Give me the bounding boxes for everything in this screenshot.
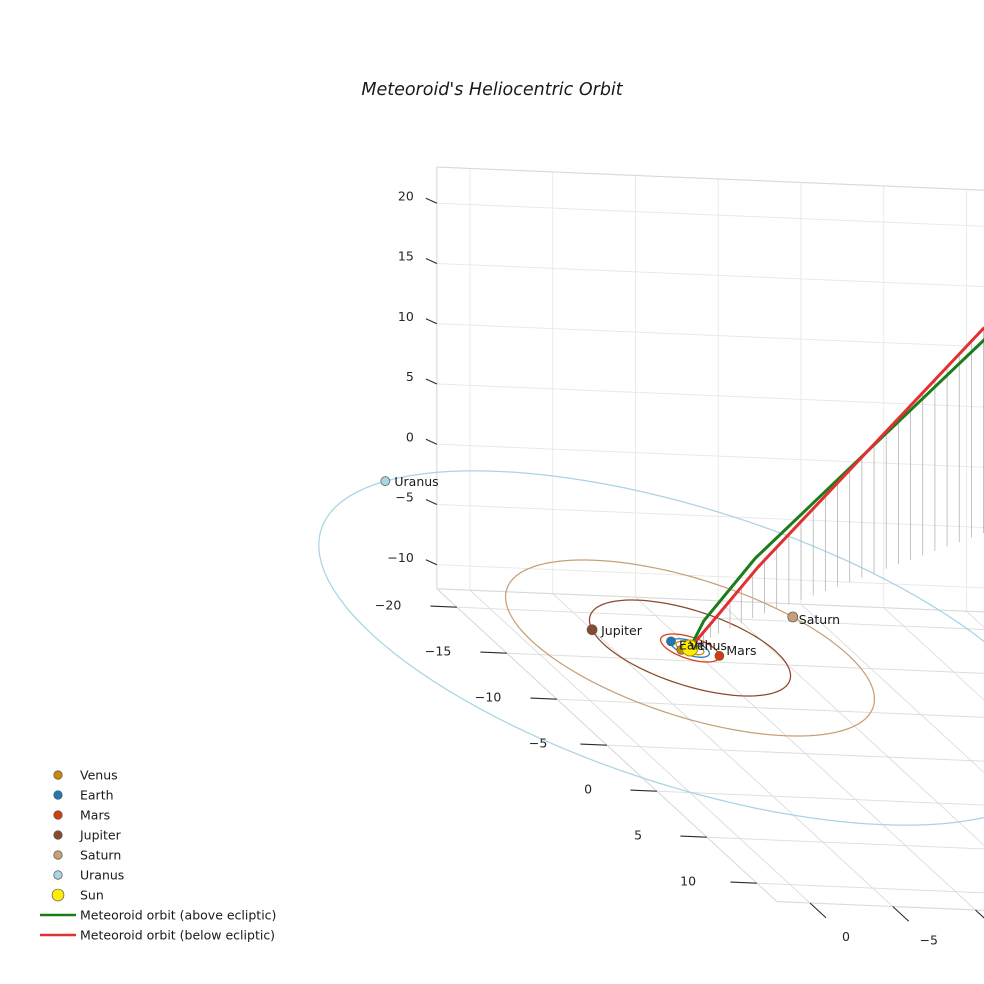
planet-marker-earth bbox=[666, 636, 676, 647]
legend-marker-sun bbox=[51, 888, 65, 902]
legend-label-meteoroid-orbit-below-ecliptic: Meteoroid orbit (below ecliptic) bbox=[80, 928, 275, 943]
floor-grid-y bbox=[656, 790, 984, 806]
z-tick-label: 5 bbox=[406, 369, 414, 384]
y-tick-label: 10 bbox=[680, 873, 696, 888]
z-tick-label: −5 bbox=[395, 490, 413, 505]
y-tick-label: −10 bbox=[475, 689, 501, 704]
legend-marker-earth bbox=[53, 790, 63, 800]
trajectory-below-ecliptic bbox=[688, 326, 984, 650]
floor-grid-y bbox=[506, 652, 984, 674]
legend-marker-uranus bbox=[53, 870, 63, 880]
planet-orbit-paths bbox=[318, 470, 984, 826]
axis-ticks bbox=[425, 197, 984, 922]
z-tick-label: 10 bbox=[398, 309, 414, 324]
legend-marker-saturn bbox=[53, 850, 63, 860]
orbit-path-uranus bbox=[318, 470, 984, 826]
meteoroid-trajectory bbox=[688, 326, 984, 650]
orbit-path-saturn bbox=[504, 559, 876, 737]
legend-label-venus: Venus bbox=[80, 768, 118, 783]
floor-grid bbox=[436, 588, 984, 911]
z-tick-mark bbox=[425, 438, 438, 445]
planet-label-saturn: Saturn bbox=[799, 612, 840, 627]
y-tick-label: −15 bbox=[425, 643, 451, 658]
x-tick-label: 0 bbox=[842, 929, 850, 944]
z-tick-mark bbox=[425, 257, 438, 264]
floor-front-y bbox=[776, 901, 984, 911]
y-tick-label: −5 bbox=[529, 735, 547, 750]
x-tick-mark bbox=[809, 902, 827, 919]
planet-label-earth: Earth bbox=[679, 637, 713, 652]
wall-grid-z bbox=[436, 202, 984, 227]
z-tick-mark bbox=[425, 318, 438, 325]
planet-marker-saturn bbox=[787, 611, 799, 623]
axis-tick-labels: −35−30−25−20−15−10−50−20−15−10−505102015… bbox=[375, 189, 938, 948]
legend: Venus Earth Mars Jupiter Saturn Uranus Sun Mete… bbox=[40, 768, 276, 943]
planet-marker-uranus bbox=[380, 476, 391, 487]
planet-label-mars: Mars bbox=[726, 643, 756, 658]
y-tick-mark bbox=[730, 881, 757, 884]
page-title: Meteoroid's Heliocentric Orbit bbox=[361, 80, 623, 100]
legend-marker-jupiter bbox=[53, 830, 63, 840]
wall-grid-z bbox=[436, 504, 984, 529]
x-tick-mark bbox=[892, 906, 910, 922]
y-tick-label: 5 bbox=[634, 827, 642, 842]
axes-panes bbox=[436, 166, 984, 613]
planet-markers bbox=[380, 476, 799, 661]
y-tick-mark bbox=[580, 743, 607, 746]
y-tick-mark bbox=[530, 697, 557, 700]
pane-bot-edge-a bbox=[436, 588, 984, 613]
planet-marker-jupiter bbox=[586, 624, 598, 636]
y-tick-mark bbox=[480, 651, 507, 654]
x-tick-mark bbox=[975, 909, 984, 919]
z-tick-label: 15 bbox=[398, 249, 414, 264]
planet-marker-mars bbox=[714, 651, 725, 661]
floor-grid-y bbox=[456, 606, 984, 630]
y-tick-mark bbox=[430, 605, 457, 608]
z-tick-mark bbox=[425, 378, 438, 385]
legend-label-jupiter: Jupiter bbox=[79, 828, 122, 843]
z-tick-label: 20 bbox=[398, 189, 414, 204]
orbit-path-jupiter bbox=[588, 599, 792, 697]
legend-label-sun: Sun bbox=[80, 888, 104, 903]
wall-grid-z bbox=[436, 323, 984, 348]
floor-grid-x bbox=[883, 607, 984, 701]
z-tick-label: 0 bbox=[406, 430, 414, 445]
planet-label-venus: Venus bbox=[689, 638, 727, 653]
x-tick-label: −5 bbox=[920, 933, 938, 948]
legend-label-saturn: Saturn bbox=[80, 848, 121, 863]
legend-marker-venus bbox=[53, 770, 63, 780]
floor-grid-y bbox=[706, 836, 984, 850]
wall-grid-z bbox=[436, 564, 984, 589]
legend-marker-mars bbox=[53, 810, 63, 820]
legend-label-mars: Mars bbox=[80, 808, 110, 823]
y-tick-label: 0 bbox=[584, 781, 592, 796]
wall-grid-z bbox=[436, 263, 984, 288]
floor-grid-y bbox=[556, 698, 984, 718]
legend-label-earth: Earth bbox=[80, 788, 114, 803]
planet-label-jupiter: Jupiter bbox=[600, 623, 643, 638]
y-tick-label: −20 bbox=[375, 597, 401, 612]
floor-grid-y bbox=[606, 744, 984, 762]
sun-marker bbox=[681, 639, 699, 657]
z-tick-mark bbox=[425, 498, 438, 505]
meteoroid-stem-lines bbox=[696, 328, 984, 645]
wall-grid-z bbox=[436, 443, 984, 468]
legend-label-uranus: Uranus bbox=[80, 868, 124, 883]
legend-label-meteoroid-orbit-above-ecliptic: Meteoroid orbit (above ecliptic) bbox=[80, 908, 276, 923]
orbit-path-mars bbox=[659, 633, 721, 663]
y-tick-mark bbox=[680, 835, 707, 838]
z-tick-label: −10 bbox=[387, 550, 413, 565]
y-tick-mark bbox=[630, 789, 657, 792]
wall-grid-z bbox=[436, 383, 984, 408]
z-tick-mark bbox=[425, 197, 438, 204]
planet-label-uranus: Uranus bbox=[394, 474, 438, 489]
floor-grid-y bbox=[756, 882, 984, 894]
z-tick-mark bbox=[425, 559, 438, 566]
floor-grid-x bbox=[966, 610, 984, 628]
pane-top-edge-a bbox=[436, 166, 984, 191]
floor-grid-x bbox=[717, 600, 984, 846]
